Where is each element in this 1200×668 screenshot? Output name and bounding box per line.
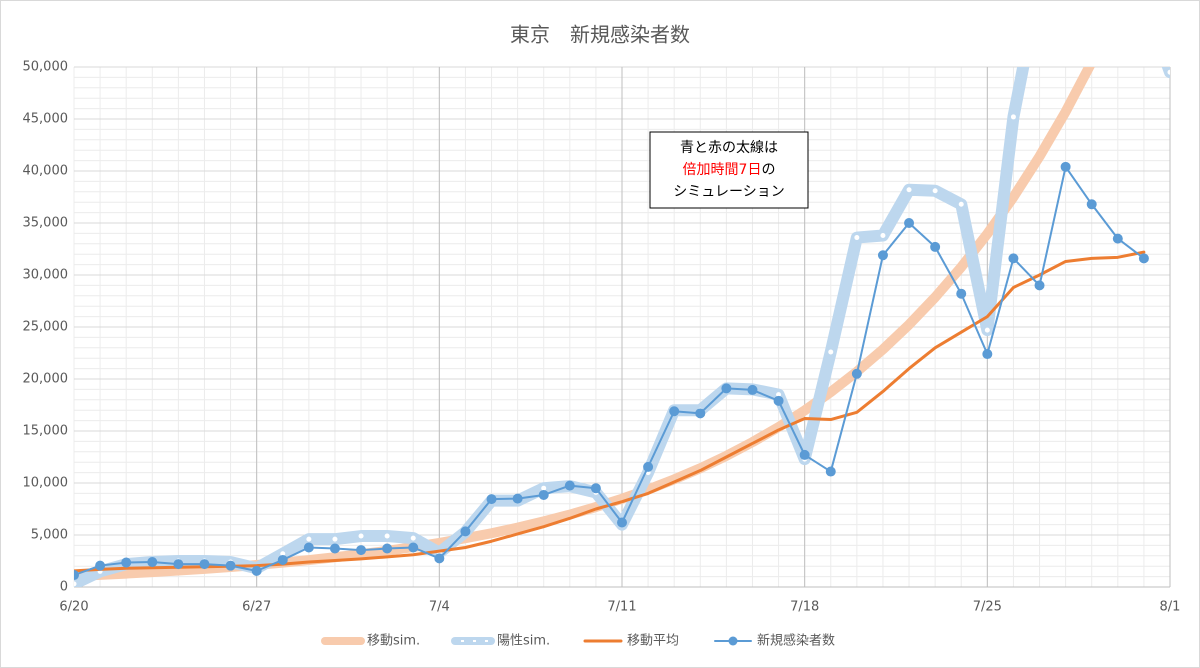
point-marker	[747, 384, 758, 395]
point-marker	[1034, 280, 1045, 291]
point-marker	[332, 536, 338, 542]
point-marker	[251, 565, 262, 576]
point-marker	[617, 517, 627, 528]
point-marker	[303, 542, 314, 553]
y-tick-label: 45,000	[23, 112, 69, 127]
x-tick-label: 8/1	[1160, 600, 1181, 615]
point-marker	[695, 408, 706, 419]
point-marker	[877, 250, 888, 261]
x-tick-label: 6/20	[59, 600, 88, 615]
x-tick-label: 7/18	[790, 600, 819, 615]
grid	[73, 66, 1171, 588]
point-marker	[1138, 253, 1149, 264]
legend-swatch	[728, 636, 738, 646]
point-marker	[74, 581, 77, 587]
annotation-highlight: 倍加時間7日	[683, 162, 762, 178]
point-marker	[880, 232, 886, 238]
point-marker	[225, 560, 236, 571]
point-marker	[1060, 161, 1071, 172]
y-tick-label: 0	[60, 580, 68, 595]
point-marker	[434, 553, 445, 564]
point-marker	[1167, 69, 1170, 75]
point-marker	[958, 201, 964, 207]
point-marker	[356, 545, 367, 556]
point-marker	[382, 543, 393, 554]
point-marker	[956, 288, 967, 299]
axis-labels: 0 5,000 10,000 15,000 20,000 25,000 30,000 35,0…	[23, 60, 1181, 615]
point-marker	[410, 535, 416, 541]
point-marker	[538, 489, 549, 500]
y-tick-label: 30,000	[23, 268, 69, 283]
point-marker	[1086, 199, 1097, 210]
annotation-box	[649, 131, 809, 209]
point-marker	[904, 218, 915, 228]
point-marker	[280, 551, 286, 557]
point-marker	[512, 493, 523, 504]
annotation-text: の	[761, 162, 775, 178]
y-tick-label: 20,000	[23, 372, 69, 387]
plot-area	[74, 67, 1170, 587]
x-tick-label: 6/27	[242, 600, 271, 615]
point-marker	[984, 327, 990, 333]
x-tick-label: 7/4	[429, 600, 450, 615]
y-tick-label: 5,000	[31, 528, 68, 543]
point-marker	[932, 188, 938, 194]
point-marker	[669, 406, 680, 417]
point-marker	[825, 466, 836, 477]
point-marker	[147, 557, 158, 568]
point-marker	[1112, 233, 1123, 244]
legend-label: 移動平均	[627, 634, 679, 649]
legend-label: 新規感染者数	[757, 633, 835, 649]
legend-label: 陽性sim.	[497, 634, 550, 649]
point-marker	[1008, 253, 1019, 264]
point-marker	[854, 235, 860, 241]
point-marker	[564, 480, 575, 491]
point-marker	[982, 349, 993, 360]
point-marker	[906, 187, 912, 193]
point-marker	[277, 554, 288, 565]
point-marker	[590, 483, 601, 494]
point-marker	[643, 461, 654, 472]
point-marker	[95, 560, 106, 571]
x-tick-label: 7/25	[973, 600, 1002, 615]
point-marker	[384, 533, 390, 539]
point-marker	[121, 557, 132, 568]
y-tick-label: 50,000	[23, 60, 69, 75]
point-marker	[1010, 114, 1016, 120]
y-tick-label: 35,000	[23, 216, 69, 231]
point-marker	[173, 559, 184, 570]
point-marker	[541, 485, 547, 491]
x-tick-label: 7/11	[607, 600, 636, 615]
point-marker	[930, 241, 941, 252]
legend-label: 移動sim.	[367, 634, 420, 649]
point-marker	[460, 526, 471, 537]
point-marker	[828, 349, 834, 355]
legend: 移動sim. 陽性sim. 移動平均 新規感染者数	[321, 633, 835, 649]
annotation-text: 青と赤の太線は	[680, 140, 778, 156]
point-marker	[329, 543, 340, 554]
point-marker	[851, 368, 862, 379]
point-marker	[74, 570, 79, 581]
y-tick-label: 40,000	[23, 164, 69, 179]
point-marker	[199, 559, 210, 570]
annotation: 青と赤の太線は 倍加時間7日の シミュレーション	[649, 131, 809, 209]
point-marker	[721, 383, 732, 394]
chart-title: 東京 新規感染者数	[510, 23, 690, 47]
point-marker	[358, 533, 364, 539]
y-tick-label: 15,000	[23, 424, 69, 439]
y-tick-label: 25,000	[23, 320, 69, 335]
point-marker	[306, 536, 312, 542]
annotation-text: 倍加時間7日の	[683, 162, 776, 178]
point-marker	[486, 494, 497, 505]
point-marker	[776, 392, 782, 398]
point-marker	[408, 542, 419, 553]
point-marker	[799, 449, 810, 460]
annotation-text: シミュレーション	[673, 184, 784, 200]
point-marker	[773, 395, 784, 406]
y-tick-label: 10,000	[23, 476, 69, 491]
